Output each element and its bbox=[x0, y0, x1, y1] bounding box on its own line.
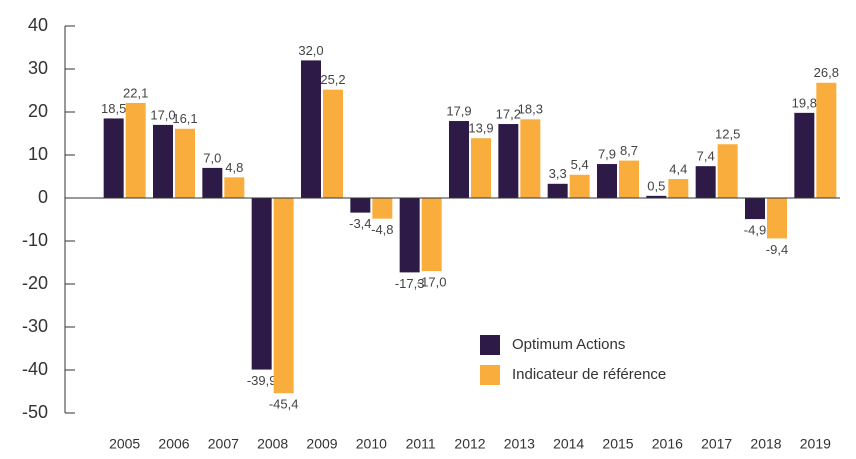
x-tick-label: 2010 bbox=[356, 436, 387, 452]
bar bbox=[301, 60, 321, 199]
value-label: -17,0 bbox=[417, 275, 447, 290]
x-tick-label: 2005 bbox=[109, 436, 140, 452]
bar bbox=[202, 167, 223, 198]
value-label: -45,4 bbox=[269, 397, 299, 412]
value-label: 12,5 bbox=[715, 127, 740, 142]
legend-swatch bbox=[480, 365, 500, 385]
value-label: 7,9 bbox=[598, 146, 616, 161]
value-label: 16,1 bbox=[172, 111, 197, 126]
bar bbox=[794, 112, 815, 198]
bar bbox=[273, 198, 294, 394]
value-label: -4,9 bbox=[744, 223, 766, 238]
value-label: 18,3 bbox=[518, 102, 543, 117]
y-tick-label: 20 bbox=[28, 101, 48, 121]
x-tick-label: 2012 bbox=[454, 436, 485, 452]
x-tick-label: 2009 bbox=[306, 436, 337, 452]
bar bbox=[717, 144, 738, 198]
value-label: 13,9 bbox=[468, 121, 493, 136]
bar bbox=[449, 121, 469, 198]
bar bbox=[471, 138, 491, 198]
value-label: 8,7 bbox=[620, 143, 638, 158]
value-label: 26,8 bbox=[814, 65, 839, 80]
bar bbox=[520, 119, 541, 198]
bar bbox=[251, 198, 272, 370]
value-label: 3,3 bbox=[549, 166, 567, 181]
value-label: -17,3 bbox=[395, 276, 425, 291]
bar bbox=[547, 183, 568, 198]
bar bbox=[695, 166, 716, 198]
bar bbox=[668, 179, 689, 198]
bar bbox=[421, 198, 442, 272]
value-label: 7,4 bbox=[697, 149, 715, 164]
bar bbox=[745, 198, 765, 220]
bar bbox=[816, 82, 837, 198]
y-tick-label: -20 bbox=[22, 273, 48, 293]
value-label: 25,2 bbox=[320, 72, 345, 87]
bar bbox=[103, 118, 124, 198]
bar bbox=[224, 177, 245, 198]
bar bbox=[323, 89, 343, 198]
legend-label: Optimum Actions bbox=[512, 336, 625, 353]
bar bbox=[175, 128, 195, 198]
bar bbox=[125, 102, 146, 198]
bar bbox=[153, 124, 173, 198]
bar bbox=[350, 198, 371, 213]
value-label: 4,4 bbox=[669, 162, 687, 177]
value-label: 17,0 bbox=[150, 107, 175, 122]
bar bbox=[619, 160, 639, 198]
y-tick-label: 0 bbox=[38, 187, 48, 207]
x-tick-label: 2018 bbox=[750, 436, 781, 452]
x-tick-label: 2006 bbox=[158, 436, 189, 452]
x-tick-label: 2014 bbox=[553, 436, 584, 452]
y-tick-label: -50 bbox=[22, 402, 48, 422]
bar bbox=[498, 124, 519, 198]
bar bbox=[767, 198, 787, 239]
x-tick-label: 2016 bbox=[652, 436, 683, 452]
x-tick-label: 2011 bbox=[406, 436, 436, 452]
value-label: -4,8 bbox=[371, 222, 393, 237]
bar bbox=[372, 198, 393, 219]
bar bbox=[569, 174, 590, 198]
x-tick-label: 2019 bbox=[800, 436, 831, 452]
y-tick-label: -40 bbox=[22, 359, 48, 379]
y-tick-label: 30 bbox=[28, 58, 48, 78]
bar bbox=[597, 164, 617, 198]
legend-swatch bbox=[480, 335, 500, 355]
value-label: -3,4 bbox=[349, 216, 371, 231]
value-label: -9,4 bbox=[766, 242, 788, 257]
y-tick-label: -30 bbox=[22, 316, 48, 336]
x-tick-label: 2007 bbox=[208, 436, 239, 452]
bar bbox=[399, 198, 420, 273]
bar bbox=[646, 195, 667, 198]
x-tick-label: 2013 bbox=[504, 436, 535, 452]
y-tick-label: -10 bbox=[22, 230, 48, 250]
value-label: 17,9 bbox=[446, 103, 471, 118]
x-tick-label: 2015 bbox=[602, 436, 633, 452]
y-tick-label: 40 bbox=[28, 15, 48, 35]
value-label: 22,1 bbox=[123, 85, 148, 100]
value-label: 4,8 bbox=[225, 160, 243, 175]
value-label: 5,4 bbox=[571, 157, 589, 172]
x-tick-label: 2017 bbox=[701, 436, 732, 452]
value-label: 0,5 bbox=[647, 178, 665, 193]
value-label: 19,8 bbox=[792, 95, 817, 110]
value-label: 32,0 bbox=[298, 43, 323, 58]
x-tick-label: 2008 bbox=[257, 436, 288, 452]
value-label: -39,9 bbox=[247, 373, 277, 388]
legend-label: Indicateur de référence bbox=[512, 366, 666, 383]
value-label: 17,2 bbox=[496, 106, 521, 121]
value-label: 18,5 bbox=[101, 101, 126, 116]
y-tick-label: 10 bbox=[28, 144, 48, 164]
value-label: 7,0 bbox=[203, 150, 221, 165]
